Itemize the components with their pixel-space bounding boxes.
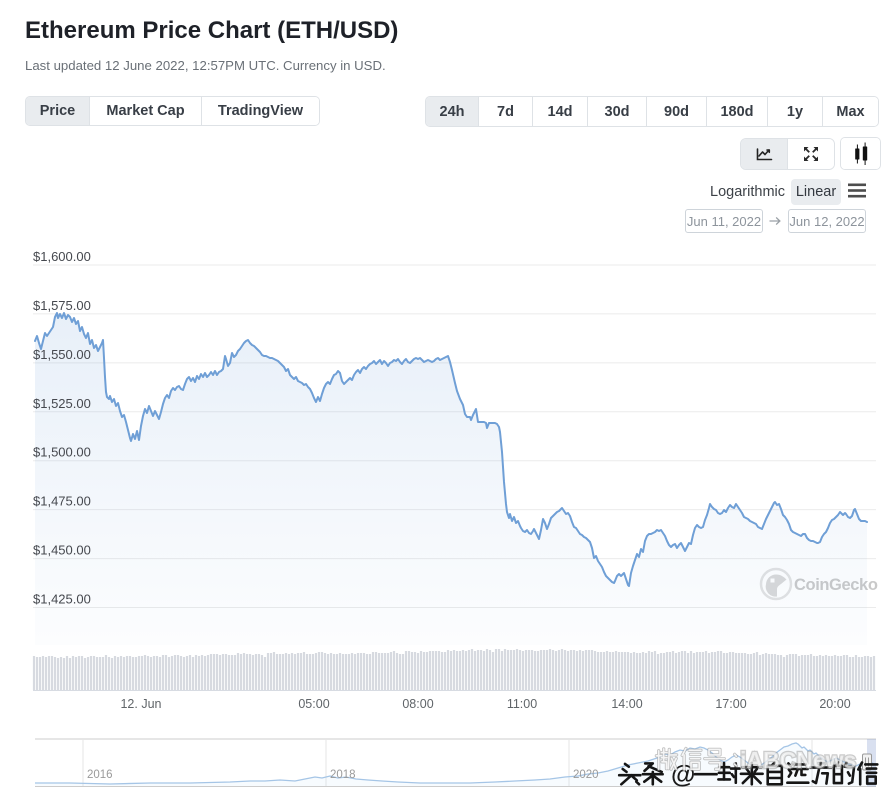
svg-text:$1,525.00: $1,525.00 <box>33 396 91 411</box>
svg-text:$1,500.00: $1,500.00 <box>33 445 91 460</box>
svg-text:2018: 2018 <box>330 769 356 781</box>
svg-text:2020: 2020 <box>573 769 599 781</box>
svg-text:08:00: 08:00 <box>402 697 433 711</box>
svg-text:$1,475.00: $1,475.00 <box>33 494 91 509</box>
svg-text:14:00: 14:00 <box>611 697 642 711</box>
svg-text:$1,425.00: $1,425.00 <box>33 592 91 607</box>
svg-text:17:00: 17:00 <box>715 697 746 711</box>
svg-text:05:00: 05:00 <box>298 697 329 711</box>
svg-text:2016: 2016 <box>87 769 113 781</box>
svg-text:$1,450.00: $1,450.00 <box>33 543 91 558</box>
svg-text:$1,575.00: $1,575.00 <box>33 298 91 313</box>
svg-text:$1,600.00: $1,600.00 <box>33 249 91 264</box>
svg-text:20:00: 20:00 <box>819 697 850 711</box>
svg-text:iABCNews: iABCNews <box>740 747 856 773</box>
svg-text:iABCNews: iABCNews <box>740 747 856 773</box>
svg-text:12. Jun: 12. Jun <box>120 697 161 711</box>
svg-text:$1,550.00: $1,550.00 <box>33 347 91 362</box>
svg-text:11:00: 11:00 <box>507 697 537 711</box>
